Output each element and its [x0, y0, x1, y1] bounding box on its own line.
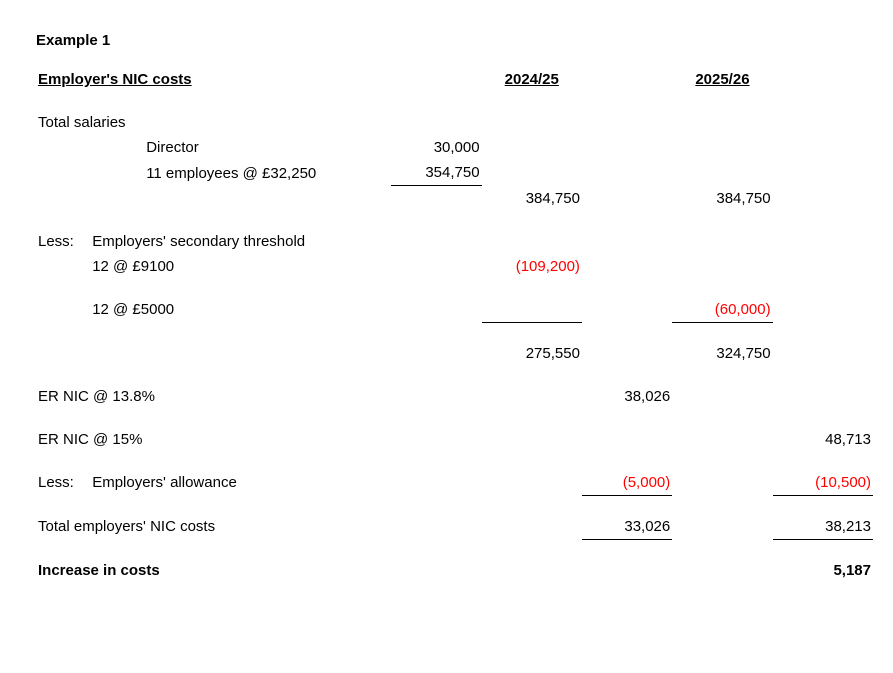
- ernic-138-amt: 38,026: [582, 384, 672, 409]
- increase-amt: 5,187: [773, 558, 873, 583]
- allowance-25: (10,500): [773, 470, 873, 496]
- row-salaries-total: 384,750 384,750: [36, 186, 873, 211]
- ernic-15-label: ER NIC @ 15%: [36, 427, 391, 452]
- net-25: 324,750: [672, 341, 772, 366]
- increase-label: Increase in costs: [36, 558, 391, 583]
- ernic-15-amt: 48,713: [773, 427, 873, 452]
- row-threshold-heading: Less: Employers' secondary threshold: [36, 229, 873, 254]
- row-threshold-5000: 12 @ £5000 (60,000): [36, 297, 873, 323]
- table-heading: Employer's NIC costs: [36, 67, 391, 92]
- threshold-9100-label: 12 @ £9100: [90, 254, 391, 279]
- less-label-2: Less:: [36, 470, 90, 496]
- director-amt: 30,000: [391, 135, 481, 160]
- col-2025: 2025/26: [672, 67, 772, 92]
- threshold-heading: Employers' secondary threshold: [90, 229, 391, 254]
- row-net: 275,550 324,750: [36, 341, 873, 366]
- row-total-nic: Total employers' NIC costs 33,026 38,213: [36, 514, 873, 540]
- ernic-138-label: ER NIC @ 13.8%: [36, 384, 391, 409]
- total-24: 33,026: [582, 514, 672, 540]
- salaries-total-24: 384,750: [482, 186, 582, 211]
- total-25: 38,213: [773, 514, 873, 540]
- row-allowance: Less: Employers' allowance (5,000) (10,5…: [36, 470, 873, 496]
- row-director: Director 30,000: [36, 135, 873, 160]
- salaries-total-25: 384,750: [672, 186, 772, 211]
- allowance-label: Employers' allowance: [90, 470, 391, 496]
- example-title: Example 1: [36, 32, 873, 49]
- director-label: Director: [90, 135, 391, 160]
- threshold-5000-amt: (60,000): [672, 297, 772, 323]
- allowance-24: (5,000): [582, 470, 672, 496]
- row-total-salaries: Total salaries: [36, 110, 873, 135]
- net-24: 275,550: [482, 341, 582, 366]
- threshold-9100-amt: (109,200): [482, 254, 582, 279]
- row-ernic-15: ER NIC @ 15% 48,713: [36, 427, 873, 452]
- row-employees: 11 employees @ £32,250 354,750: [36, 160, 873, 186]
- row-threshold-9100: 12 @ £9100 (109,200): [36, 254, 873, 279]
- col-2024: 2024/25: [482, 67, 582, 92]
- row-ernic-138: ER NIC @ 13.8% 38,026: [36, 384, 873, 409]
- total-label: Total employers' NIC costs: [36, 514, 391, 540]
- nic-table: Employer's NIC costs 2024/25 2025/26 Tot…: [36, 67, 873, 583]
- header-row: Employer's NIC costs 2024/25 2025/26: [36, 67, 873, 92]
- threshold-5000-label: 12 @ £5000: [90, 297, 391, 323]
- total-salaries-label: Total salaries: [36, 110, 391, 135]
- less-label-1: Less:: [36, 229, 90, 254]
- employees-amt: 354,750: [391, 160, 481, 186]
- employees-label: 11 employees @ £32,250: [90, 160, 391, 186]
- row-increase: Increase in costs 5,187: [36, 558, 873, 583]
